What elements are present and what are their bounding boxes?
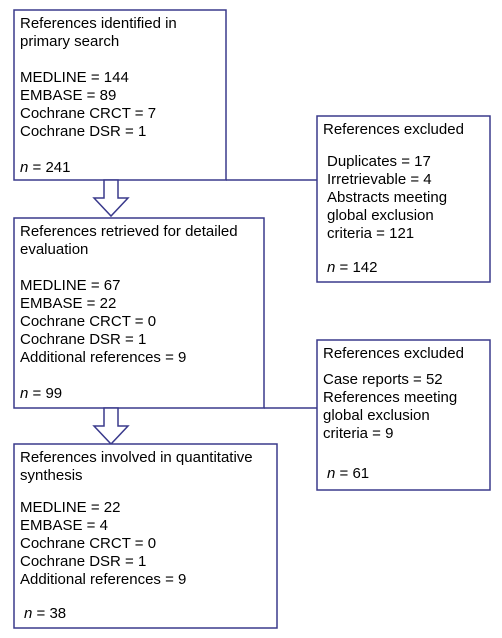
box2-l1: MEDLINE = 67 xyxy=(20,277,120,294)
excl2-n: n = 61 xyxy=(327,465,369,482)
arrow-down-2 xyxy=(94,408,128,444)
arrow-down-1 xyxy=(94,180,128,216)
excl1-l5: criteria = 121 xyxy=(327,225,414,242)
excl2-l4: criteria = 9 xyxy=(323,425,393,442)
excl1-l3: Abstracts meeting xyxy=(327,189,447,206)
box3-title1: References involved in quantitative xyxy=(20,449,253,466)
box3-title2: synthesis xyxy=(20,467,83,484)
excl1-l1: Duplicates = 17 xyxy=(327,153,431,170)
box2-l4: Cochrane DSR = 1 xyxy=(20,331,146,348)
excl2-l1: Case reports = 52 xyxy=(323,371,443,388)
excl2-l2: References meeting xyxy=(323,389,457,406)
box1-title1: References identified in xyxy=(20,15,177,32)
excl1-l4: global exclusion xyxy=(327,207,434,224)
box3-l2: EMBASE = 4 xyxy=(20,517,108,534)
box3-l1: MEDLINE = 22 xyxy=(20,499,120,516)
excl2-title: References excluded xyxy=(323,345,464,362)
box3-l4: Cochrane DSR = 1 xyxy=(20,553,146,570)
box2-n: n = 99 xyxy=(20,385,62,402)
flowchart: References identified in primary search … xyxy=(0,0,502,638)
box1-l3: Cochrane CRCT = 7 xyxy=(20,105,156,122)
box3-l5: Additional references = 9 xyxy=(20,571,186,588)
box3-n: n = 38 xyxy=(24,605,66,622)
box1-l2: EMBASE = 89 xyxy=(20,87,116,104)
box2-l2: EMBASE = 22 xyxy=(20,295,116,312)
excl1-l2: Irretrievable = 4 xyxy=(327,171,432,188)
excl1-title: References excluded xyxy=(323,121,464,138)
excl2-l3: global exclusion xyxy=(323,407,430,424)
box2-l3: Cochrane CRCT = 0 xyxy=(20,313,156,330)
excl1-n: n = 142 xyxy=(327,259,377,276)
box2-l5: Additional references = 9 xyxy=(20,349,186,366)
box1-l4: Cochrane DSR = 1 xyxy=(20,123,146,140)
box2-title1: References retrieved for detailed xyxy=(20,223,238,240)
box1-title2: primary search xyxy=(20,33,119,50)
box3-l3: Cochrane CRCT = 0 xyxy=(20,535,156,552)
box2-title2: evaluation xyxy=(20,241,88,258)
box1-n: n = 241 xyxy=(20,159,70,176)
box1-l1: MEDLINE = 144 xyxy=(20,69,129,86)
